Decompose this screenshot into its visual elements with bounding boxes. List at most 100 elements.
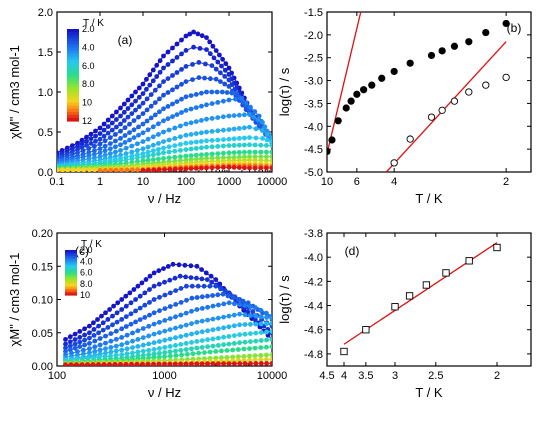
data-point bbox=[221, 325, 227, 331]
series-T-12 bbox=[140, 164, 272, 172]
y-tick-label: 1.0 bbox=[38, 87, 53, 99]
y-tick-label: -4.2 bbox=[304, 276, 323, 288]
data-point bbox=[264, 337, 269, 343]
data-point bbox=[215, 315, 221, 321]
data-point bbox=[151, 297, 157, 302]
data-point bbox=[145, 127, 151, 133]
data-point bbox=[390, 67, 398, 76]
colorbar-band bbox=[65, 263, 77, 266]
x-tick-label: 1000 bbox=[217, 176, 241, 188]
data-point bbox=[170, 87, 175, 93]
data-point bbox=[215, 165, 221, 171]
data-point bbox=[222, 81, 228, 87]
data-point bbox=[178, 347, 184, 353]
data-point bbox=[156, 132, 161, 137]
data-point bbox=[121, 101, 127, 107]
data-point bbox=[140, 139, 146, 145]
data-point bbox=[113, 336, 119, 342]
data-point bbox=[124, 340, 130, 346]
fit-line bbox=[327, 12, 362, 154]
data-point bbox=[140, 111, 146, 116]
data-point bbox=[226, 341, 232, 347]
data-point bbox=[77, 339, 83, 345]
data-point bbox=[136, 104, 142, 110]
data-point bbox=[252, 353, 258, 359]
x-tick-label: 2.5 bbox=[428, 370, 443, 382]
data-point bbox=[216, 302, 221, 308]
colorbar-band bbox=[65, 253, 77, 256]
data-point bbox=[161, 150, 166, 156]
data-point bbox=[150, 78, 156, 84]
x-tick-label: 100 bbox=[48, 370, 66, 382]
data-point bbox=[208, 273, 214, 279]
data-point bbox=[151, 283, 157, 289]
data-point bbox=[210, 43, 216, 49]
colorbar-band bbox=[67, 35, 79, 39]
data-point bbox=[360, 86, 368, 94]
data-point bbox=[123, 293, 129, 299]
data-point bbox=[183, 310, 189, 316]
data-point bbox=[161, 266, 166, 271]
data-point bbox=[124, 351, 130, 357]
data-point bbox=[86, 146, 92, 151]
data-point bbox=[79, 137, 85, 143]
data-point bbox=[157, 350, 162, 356]
colorbar-band bbox=[67, 41, 79, 45]
data-point bbox=[170, 58, 175, 64]
data-point bbox=[127, 130, 132, 136]
y-tick-label: -4.8 bbox=[304, 349, 323, 361]
data-point bbox=[189, 321, 194, 326]
data-point bbox=[157, 346, 162, 351]
data-point bbox=[108, 345, 114, 350]
data-point bbox=[368, 81, 376, 89]
data-point bbox=[183, 140, 189, 146]
data-point bbox=[253, 126, 259, 132]
data-point bbox=[450, 42, 459, 50]
data-point bbox=[63, 362, 68, 366]
data-point bbox=[502, 19, 510, 28]
data-point bbox=[135, 167, 140, 172]
data-point bbox=[102, 138, 108, 144]
colorbar-band bbox=[65, 275, 77, 278]
data-point bbox=[256, 113, 262, 119]
colorbar-band bbox=[67, 114, 79, 119]
data-point bbox=[170, 261, 176, 267]
data-point bbox=[233, 96, 238, 102]
data-point bbox=[209, 129, 215, 134]
colorbar-label: 8.0 bbox=[80, 279, 93, 289]
data-point bbox=[76, 167, 81, 172]
y-tick-label: -4.0 bbox=[304, 252, 323, 264]
data-point bbox=[87, 341, 92, 346]
data-point bbox=[260, 120, 265, 125]
data-point bbox=[60, 167, 65, 172]
data-point bbox=[215, 59, 221, 65]
data-point bbox=[88, 136, 94, 142]
data-point bbox=[194, 275, 199, 281]
y-axis-title: χM" / cm3 mol-1 bbox=[7, 253, 22, 347]
colorbar-label: 8.0 bbox=[82, 79, 95, 89]
data-point bbox=[124, 167, 130, 172]
data-point bbox=[193, 105, 199, 110]
data-point bbox=[82, 342, 87, 348]
data-point bbox=[210, 303, 216, 309]
x-tick-label: 10 bbox=[137, 176, 149, 188]
data-point bbox=[213, 76, 219, 82]
colorbar-band bbox=[67, 99, 79, 104]
data-point bbox=[63, 345, 68, 351]
colorbar-band bbox=[65, 265, 77, 268]
colorbar: T / K2.04.0 6.08.010 bbox=[65, 239, 102, 300]
data-point bbox=[438, 47, 446, 55]
data-point bbox=[465, 88, 473, 96]
data-point bbox=[405, 292, 414, 300]
data-point bbox=[107, 151, 113, 157]
colorbar-band bbox=[67, 29, 79, 33]
data-point bbox=[248, 361, 253, 366]
data-point bbox=[119, 326, 125, 332]
data-point bbox=[190, 351, 196, 357]
data-point bbox=[142, 290, 148, 296]
data-point bbox=[127, 290, 133, 296]
data-point bbox=[150, 124, 156, 130]
data-point bbox=[97, 342, 103, 348]
data-point bbox=[113, 167, 119, 172]
y-tick-label: -4.6 bbox=[304, 325, 323, 337]
